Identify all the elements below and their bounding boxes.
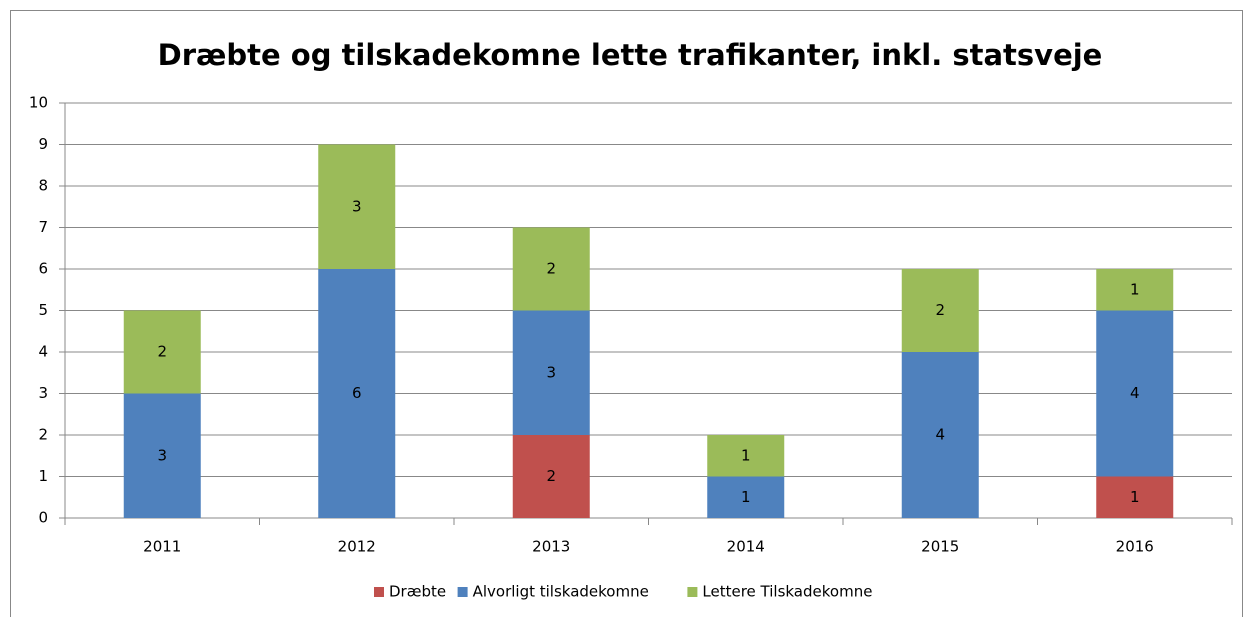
bar-segment (707, 435, 785, 477)
y-tick-label: 5 (38, 301, 48, 319)
y-tick-label: 7 (38, 218, 48, 236)
chart-title: Dræbte og tilskadekomne lette trafikante… (158, 38, 1103, 72)
data-label: 2 (546, 260, 556, 278)
data-label: 2 (546, 467, 556, 485)
legend-label: Alvorligt tilskadekomne (473, 583, 649, 601)
legend-swatch (687, 587, 698, 597)
chart-frame (10, 10, 1243, 617)
data-label: 2 (157, 343, 167, 361)
bar-segment (901, 269, 979, 352)
y-tick-label: 0 (38, 509, 48, 527)
data-label: 3 (157, 446, 167, 464)
x-tick-label: 2015 (921, 538, 959, 556)
bar-segment (512, 435, 590, 518)
data-label: 1 (741, 446, 751, 464)
x-tick-label: 2016 (1116, 538, 1154, 556)
data-label: 1 (1130, 280, 1140, 298)
bar-segment (707, 476, 785, 518)
bar-segment (512, 227, 590, 311)
bar-segment (1096, 269, 1174, 311)
y-tick-label: 4 (38, 343, 48, 361)
bar-segment (901, 352, 979, 518)
legend-label: Lettere Tilskadekomne (702, 583, 872, 601)
legend-swatch (457, 587, 468, 597)
data-label: 6 (352, 384, 362, 402)
y-tick-label: 1 (38, 467, 48, 485)
data-label: 3 (546, 363, 556, 381)
bar-segment (123, 393, 201, 518)
bar-segment (1096, 476, 1174, 518)
y-tick-label: 6 (38, 260, 48, 278)
y-tick-label: 3 (38, 384, 48, 402)
data-label: 1 (741, 488, 751, 506)
bar-segment (318, 144, 396, 269)
x-tick-label: 2014 (727, 538, 765, 556)
data-label: 1 (1130, 488, 1140, 506)
data-label: 2 (935, 301, 945, 319)
bar-segment (1096, 310, 1174, 477)
y-tick-label: 9 (38, 135, 48, 153)
x-tick-label: 2012 (338, 538, 376, 556)
bar-segment (318, 269, 396, 518)
bar-segment (512, 310, 590, 435)
data-label: 3 (352, 197, 362, 215)
legend-label: Dræbte (389, 583, 446, 601)
y-tick-label: 8 (38, 177, 48, 195)
y-tick-label: 10 (29, 94, 48, 112)
legend-swatch (374, 587, 384, 597)
data-label: 4 (1130, 384, 1140, 402)
x-tick-label: 2011 (143, 538, 181, 556)
bar-segment (123, 310, 201, 394)
x-tick-label: 2013 (532, 538, 570, 556)
y-tick-label: 2 (38, 426, 48, 444)
data-label: 4 (935, 426, 945, 444)
